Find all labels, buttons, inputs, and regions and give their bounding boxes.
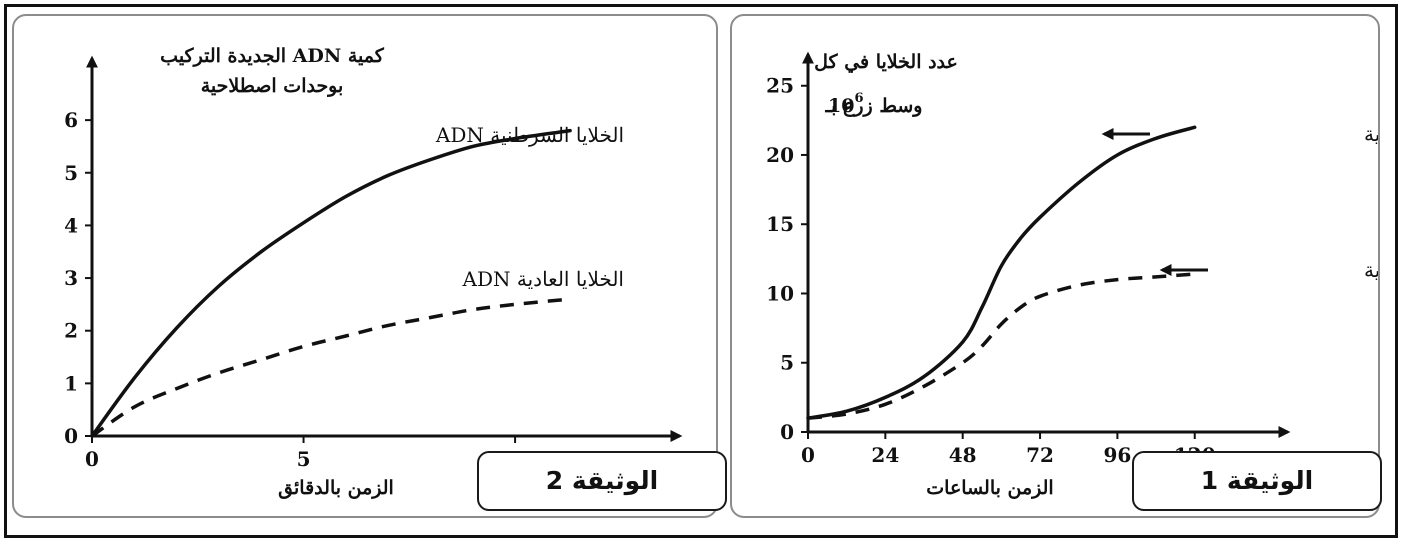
series-line-normal [807,272,1195,420]
series-label-cancer-dna: ADN الخلايا السرطنية [435,123,624,147]
y-axis-unit-exponent: 6 [854,91,863,106]
y-axis-title-line2: بوحدات اصطلاحية [201,75,344,97]
series-label-normal-dna: ADN الخلايا العادية [462,267,624,291]
y-tick-label: 10 [766,281,794,305]
x-axis-title: الزمن بالساعات [926,477,1053,499]
y-tick-label: 20 [766,143,794,167]
series-label-cancer: الخلايا السرطنية [1364,122,1380,146]
x-axis-title: الزمن بالدقائق [278,477,394,499]
x-tick-label: 72 [1026,443,1054,467]
x-tick-label: 48 [949,443,977,467]
series-label-normal: الخلايا العادية [1364,258,1380,282]
chart-panel-doc2: 01234560510 كمية ADN الجديدة التركيب بوح… [12,14,718,518]
chart-panel-doc1: 0510152025024487296120 عدد الخلايا في كل… [730,14,1380,518]
chart-doc1: 0510152025024487296120 عدد الخلايا في كل… [766,51,1380,499]
y-tick-label: 1 [64,371,78,395]
series-line-cancer [90,128,572,438]
y-tick-label: 0 [64,424,78,448]
x-tick-label: 96 [1103,443,1131,467]
x-tick-label: 5 [297,447,311,471]
series-line-normal [91,297,571,438]
x-tick-label: 0 [801,443,815,467]
y-axis-unit-base: 10 [828,95,854,117]
x-tick-label: 24 [871,443,899,467]
y-axis-unit: 106 [828,91,864,117]
x-tick-label: 0 [85,447,99,471]
series-line-cancer [806,125,1197,420]
y-axis-title-line2: وسط زرع بـ [825,95,923,117]
y-tick-label: 6 [64,108,78,132]
y-axis-title-line1: عدد الخلايا في كل [814,51,958,74]
y-tick-label: 3 [64,266,78,290]
document-label-1: الوثيقة 1 [1132,451,1382,511]
y-axis-title-line2-text: وسط زرع بـ [825,95,923,117]
document-label-2: الوثيقة 2 [477,451,727,511]
y-axis-title-line1: كمية ADN الجديدة التركيب [160,45,385,67]
y-tick-label: 5 [780,351,794,375]
y-tick-label: 15 [766,212,794,236]
y-tick-label: 0 [780,420,794,444]
y-tick-label: 5 [64,161,78,185]
chart-doc2: 01234560510 كمية ADN الجديدة التركيب بوح… [64,45,683,499]
y-tick-label: 2 [64,319,78,343]
y-tick-label: 4 [64,213,78,237]
y-tick-label: 25 [766,74,794,98]
